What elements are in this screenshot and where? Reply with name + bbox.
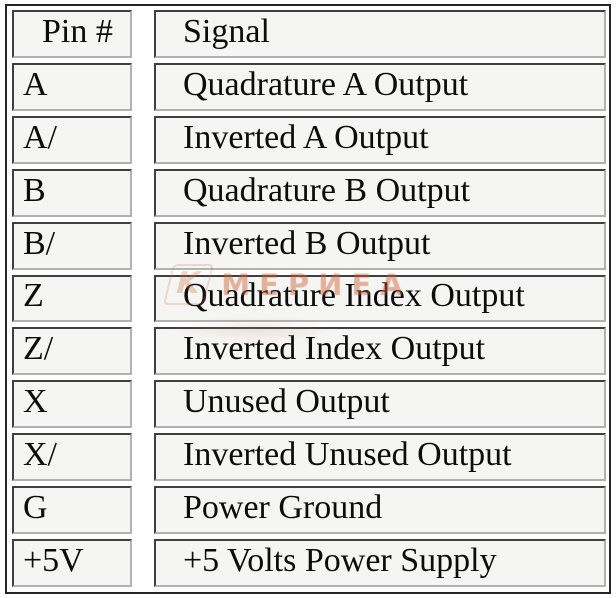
signal-label: Unused Output bbox=[183, 383, 390, 421]
signal-cell: Quadrature A Output bbox=[154, 62, 606, 111]
table-row: Z Quadrature Index Output bbox=[12, 274, 606, 323]
pinout-table: Pin # Signal A Quadrature A Output A/ bbox=[5, 4, 611, 594]
signal-cell: Quadrature B Output bbox=[154, 168, 606, 217]
signal-cell: Quadrature Index Output bbox=[154, 274, 606, 323]
pin-label: G bbox=[23, 489, 48, 527]
table-row: +5V +5 Volts Power Supply bbox=[12, 539, 606, 587]
pin-label: B/ bbox=[23, 224, 56, 262]
header-cell-signal: Signal bbox=[154, 10, 606, 58]
signal-label: Quadrature B Output bbox=[183, 171, 471, 209]
pin-cell: X bbox=[12, 380, 132, 429]
signal-cell: Inverted B Output bbox=[154, 221, 606, 270]
header-label-signal: Signal bbox=[183, 12, 270, 50]
pin-label: A/ bbox=[23, 118, 57, 156]
signal-label: Inverted Index Output bbox=[183, 330, 486, 368]
pin-cell: A/ bbox=[12, 115, 132, 164]
pin-cell: Z bbox=[12, 274, 132, 323]
signal-label: Inverted Unused Output bbox=[183, 436, 512, 474]
pin-label: X bbox=[23, 383, 48, 421]
pin-label: B bbox=[23, 171, 46, 209]
signal-label: Quadrature A Output bbox=[183, 65, 469, 103]
pin-cell: A bbox=[12, 62, 132, 111]
table-row: A/ Inverted A Output bbox=[12, 115, 606, 164]
pin-cell: G bbox=[12, 486, 132, 535]
pin-cell: Z/ bbox=[12, 327, 132, 376]
pin-label: X/ bbox=[23, 436, 57, 474]
pin-label: A bbox=[23, 65, 48, 103]
signal-label: +5 Volts Power Supply bbox=[183, 542, 497, 580]
signal-cell: Power Ground bbox=[154, 486, 606, 535]
signal-cell: Inverted Index Output bbox=[154, 327, 606, 376]
table-row: B/ Inverted B Output bbox=[12, 221, 606, 270]
table-row: X/ Inverted Unused Output bbox=[12, 433, 606, 482]
pin-cell: B/ bbox=[12, 221, 132, 270]
signal-label: Inverted A Output bbox=[183, 118, 429, 156]
pin-cell: +5V bbox=[12, 539, 132, 587]
signal-label: Power Ground bbox=[183, 489, 383, 527]
table-header-row: Pin # Signal bbox=[12, 10, 606, 58]
header-cell-pin: Pin # bbox=[12, 10, 132, 58]
signal-cell: +5 Volts Power Supply bbox=[154, 539, 606, 587]
table-row: G Power Ground bbox=[12, 486, 606, 535]
signal-cell: Unused Output bbox=[154, 380, 606, 429]
pin-label: Z bbox=[23, 277, 44, 315]
pin-label: +5V bbox=[23, 542, 84, 580]
table-row: B Quadrature B Output bbox=[12, 168, 606, 217]
pin-label: Z/ bbox=[23, 330, 54, 368]
signal-cell: Inverted Unused Output bbox=[154, 433, 606, 482]
signal-label: Quadrature Index Output bbox=[183, 277, 525, 315]
pin-cell: B bbox=[12, 168, 132, 217]
header-label-pin: Pin # bbox=[42, 12, 113, 50]
signal-cell: Inverted A Output bbox=[154, 115, 606, 164]
signal-label: Inverted B Output bbox=[183, 224, 431, 262]
table-row: Z/ Inverted Index Output bbox=[12, 327, 606, 376]
table-row: A Quadrature A Output bbox=[12, 62, 606, 111]
table-row: X Unused Output bbox=[12, 380, 606, 429]
pin-cell: X/ bbox=[12, 433, 132, 482]
